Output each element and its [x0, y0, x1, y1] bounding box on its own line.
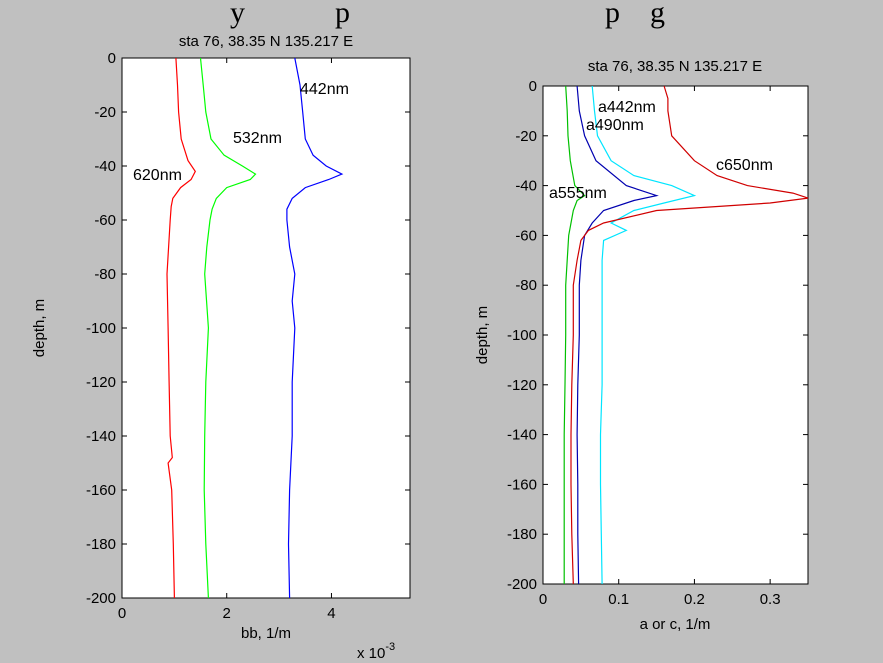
right-xtick-label: 0: [539, 591, 547, 608]
right-title: sta 76, 38.35 N 135.217 E: [588, 58, 762, 75]
right-xtick-label: 0.2: [684, 591, 705, 608]
caption-fragment: y p p g: [230, 0, 665, 29]
left-series-442nm: [286, 57, 344, 599]
right-ytick-label: -100: [507, 327, 537, 344]
left-ytick-label: -20: [94, 104, 116, 121]
label-442nm: 442nm: [300, 81, 349, 98]
left-series-532nm: [199, 57, 257, 599]
left-plot-area: [121, 57, 411, 599]
chart-right: sta 76, 38.35 N 135.217 E 0 -20 -40 -60 -80 -…: [474, 58, 809, 633]
left-xtick-label: 4: [327, 605, 335, 622]
right-xlabel: a or c, 1/m: [640, 616, 711, 633]
right-ytick-label: -60: [515, 227, 537, 244]
chart-left: sta 76, 38.35 N 135.217 E 0 -20 -40 -60 -80 -…: [31, 33, 411, 662]
left-xtick-label: 2: [223, 605, 231, 622]
right-ytick-label: -40: [515, 178, 537, 195]
left-ytick-label: -40: [94, 158, 116, 175]
left-xtick-label: 0: [118, 605, 126, 622]
left-ytick-label: -180: [86, 536, 116, 553]
left-series-620nm: [166, 57, 196, 599]
left-ytick-label: -120: [86, 374, 116, 391]
right-ytick-label: -120: [507, 377, 537, 394]
left-x-multiplier-exp: -3: [385, 641, 395, 653]
label-c650nm: c650nm: [716, 157, 773, 174]
left-ytick-label: -100: [86, 320, 116, 337]
right-series-a555nm: [563, 85, 586, 584]
right-series-a490nm: [576, 85, 659, 585]
label-a490nm: a490nm: [586, 117, 644, 134]
right-series-c650nm: [570, 85, 809, 585]
right-ytick-label: 0: [529, 78, 537, 95]
right-xtick-label: 0.3: [760, 591, 781, 608]
left-ytick-label: -200: [86, 590, 116, 607]
left-xlabel: bb, 1/m: [241, 625, 291, 642]
left-ytick-label: -140: [86, 428, 116, 445]
left-ytick-label: -160: [86, 482, 116, 499]
left-ytick-label: -60: [94, 212, 116, 229]
left-ytick-label: 0: [108, 50, 116, 67]
right-ytick-label: -160: [507, 476, 537, 493]
label-532nm: 532nm: [233, 130, 282, 147]
right-ytick-label: -140: [507, 427, 537, 444]
left-ytick-label: -80: [94, 266, 116, 283]
label-a442nm: a442nm: [598, 99, 656, 116]
left-ylabel: depth, m: [31, 299, 48, 357]
right-series-a442nm: [591, 85, 697, 585]
right-ylabel: depth, m: [474, 306, 491, 364]
right-ytick-label: -200: [507, 576, 537, 593]
left-x-multiplier-base: x 10: [357, 645, 385, 662]
right-ytick-label: -20: [515, 128, 537, 145]
right-ytick-label: -180: [507, 526, 537, 543]
right-xtick-label: 0.1: [608, 591, 629, 608]
left-title: sta 76, 38.35 N 135.217 E: [179, 33, 353, 50]
right-plot-area: [542, 85, 809, 585]
left-x-multiplier: x 10-3: [357, 641, 395, 662]
label-a555nm: a555nm: [549, 185, 607, 202]
label-620nm: 620nm: [133, 167, 182, 184]
right-ytick-label: -80: [515, 277, 537, 294]
